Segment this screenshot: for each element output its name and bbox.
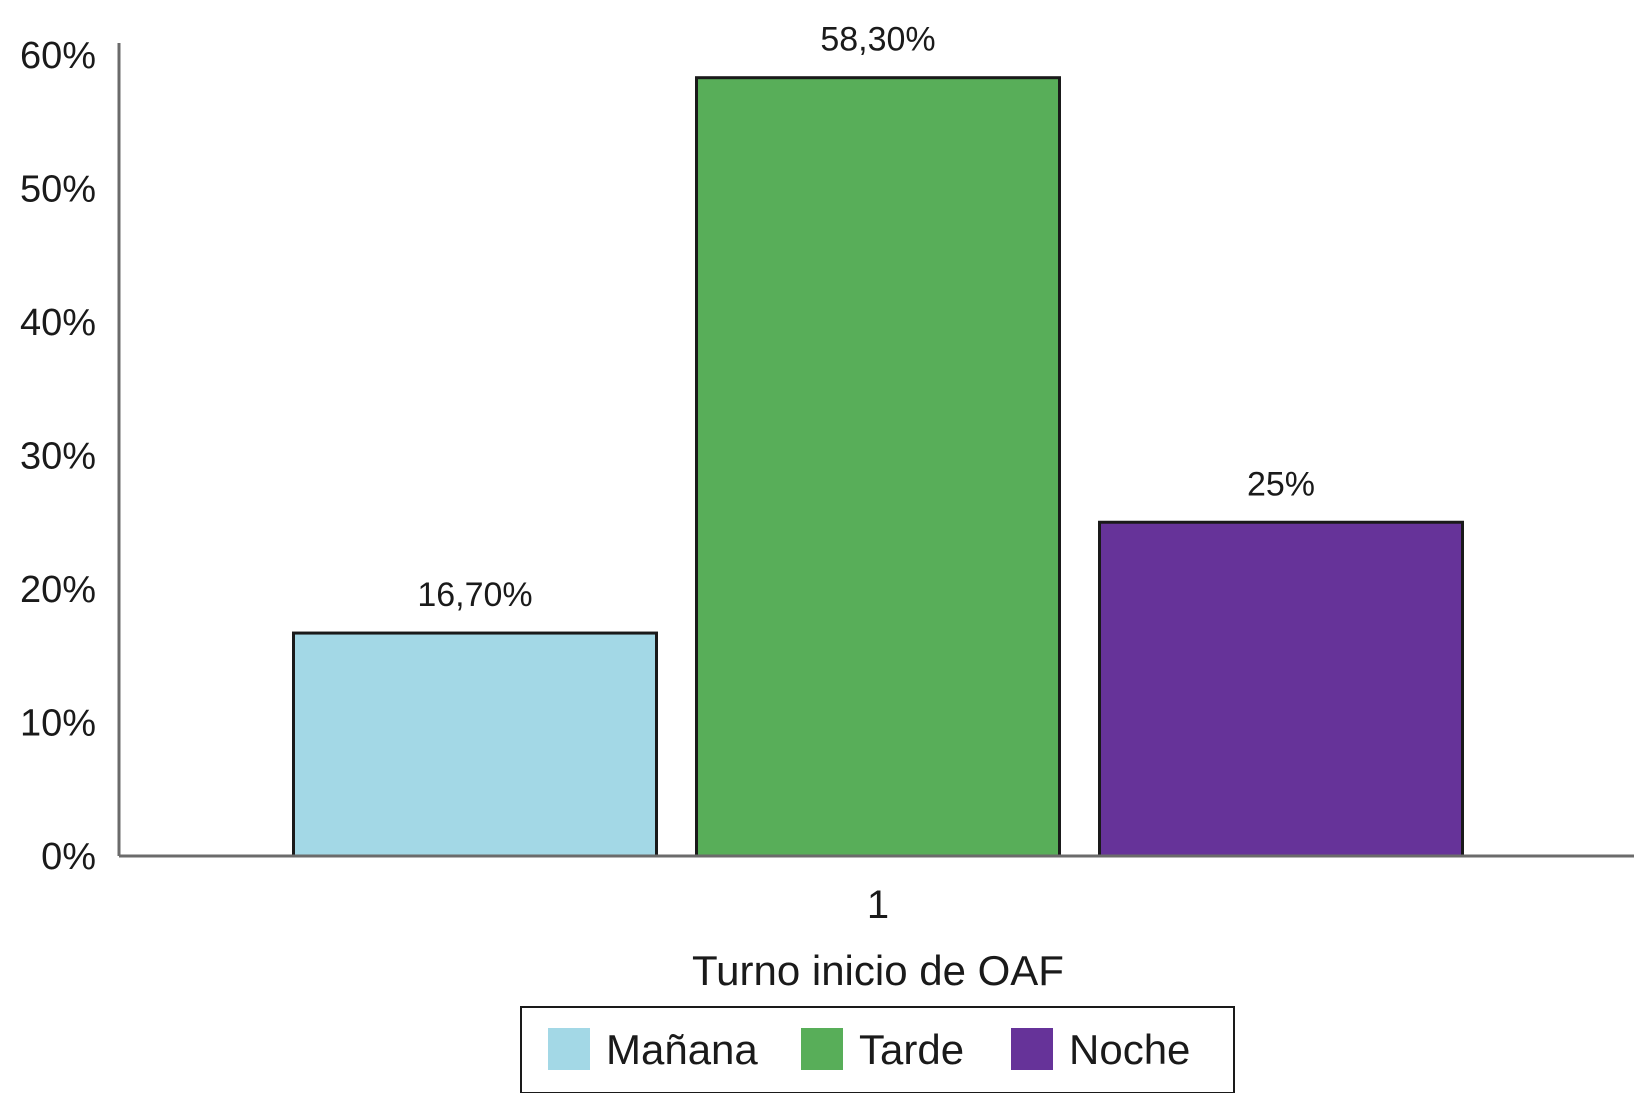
y-tick-label: 30% <box>20 436 96 478</box>
data-label: 58,30% <box>820 21 935 59</box>
x-tick-label: 1 <box>867 883 889 927</box>
legend-label: Noche <box>1069 1026 1190 1073</box>
legend-label: Tarde <box>859 1026 964 1073</box>
y-tick-label: 60% <box>20 35 96 77</box>
legend-box <box>520 1006 1235 1093</box>
legend: Mañana Tarde Noche <box>520 1006 1235 1093</box>
y-tick-label: 40% <box>20 302 96 344</box>
y-axis-ticks: 0% 10% 20% 30% 40% 50% 60% <box>20 35 96 878</box>
y-tick-label: 20% <box>20 569 96 611</box>
legend-label: Mañana <box>606 1026 758 1073</box>
bar-ma-ana <box>292 631 658 858</box>
data-label: 16,70% <box>417 576 532 614</box>
data-label: 25% <box>1247 465 1315 503</box>
y-tick-label: 0% <box>41 836 96 878</box>
bar-noche <box>1098 520 1464 858</box>
legend-swatch <box>801 1028 843 1070</box>
y-tick-label: 50% <box>20 169 96 211</box>
legend-swatch <box>548 1028 590 1070</box>
legend-swatch <box>1011 1028 1053 1070</box>
x-axis-label: Turno inicio de OAF <box>692 947 1064 994</box>
bar-tarde <box>695 76 1061 858</box>
x-axis-ticks: 1 <box>867 883 889 927</box>
y-tick-label: 10% <box>20 703 96 745</box>
bars <box>292 76 1464 858</box>
legend-items: Mañana Tarde Noche <box>548 1026 1190 1073</box>
data-labels: 16,70% 58,30% 25% <box>417 21 1315 614</box>
